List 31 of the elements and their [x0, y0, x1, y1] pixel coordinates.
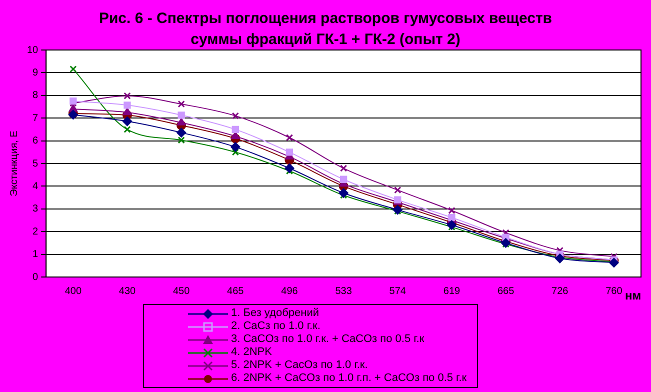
x-tick-label: 496 [281, 286, 298, 297]
x-tick-label: 430 [118, 286, 136, 297]
legend-label: 2. CaCз по 1.0 г.к. [231, 320, 320, 333]
y-tick-label: 0 [32, 272, 39, 283]
y-axis-title: Экстинкция, Е [8, 130, 20, 196]
x-tick-label: 665 [497, 286, 515, 297]
legend-label: 5. 2NPK + CacOз по 1.0 г.к. [231, 359, 368, 372]
y-tick-label: 8 [32, 90, 39, 102]
y-tick-label: 1 [32, 249, 39, 260]
y-tick-label: 4 [32, 180, 39, 192]
legend-label: 4. 2NPK [231, 346, 272, 359]
y-tick-label: 9 [32, 67, 39, 78]
x-tick-label: 465 [227, 286, 244, 297]
x-tick-label: 760 [606, 286, 623, 297]
legend-label: 6. 2NPK + CaCOз по 1.0 г.п. + CaCOз по 0.5 г.к [231, 372, 467, 385]
y-tick-label: 10 [27, 44, 39, 56]
x-tick-label: 619 [443, 286, 460, 297]
y-tick-label: 5 [32, 158, 39, 170]
x-tick-label: 400 [64, 286, 82, 297]
chart-title: Рис. 6 - Спектры поглощения растворов гумусовых веществ суммы фракций ГК-1 + ГК-2 (опыт 2) [98, 10, 552, 48]
x-tick-label: 533 [335, 286, 352, 297]
x-axis-title: нм [625, 288, 642, 302]
x-tick-label: 726 [552, 286, 569, 297]
y-tick-label: 6 [32, 136, 39, 147]
y-tick-label: 7 [32, 112, 39, 124]
legend-label: 3. CaCOз по 1.0 г.к. + CaCOз по 0.5 г.к [231, 333, 424, 346]
legend-label: 1. Без удобрений [231, 307, 319, 320]
x-tick-label: 574 [389, 286, 406, 297]
y-tick-label: 2 [32, 226, 39, 238]
x-tick-label: 450 [172, 286, 190, 297]
y-tick-label: 3 [32, 204, 39, 215]
